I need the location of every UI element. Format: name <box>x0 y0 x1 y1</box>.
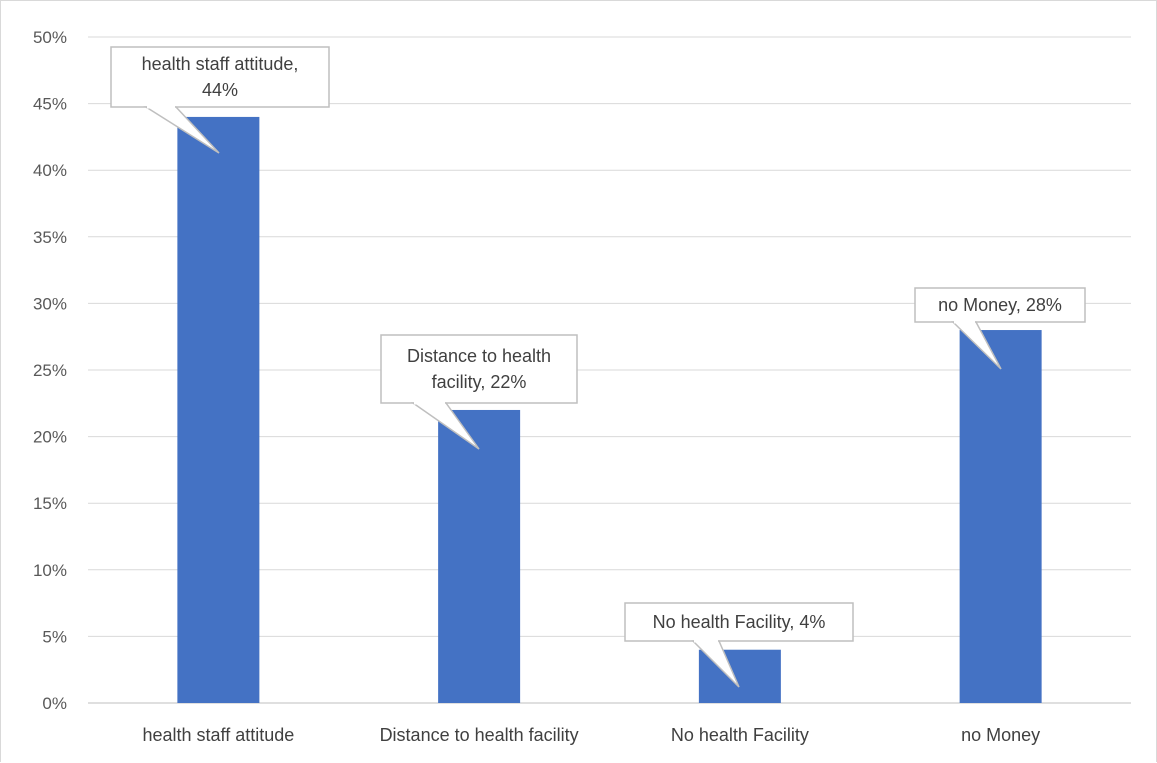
data-label-text: health staff attitude, <box>142 54 299 74</box>
y-tick-label: 40% <box>33 161 67 180</box>
y-axis: 0% 5% 10% 15% 20% 25% 30% 35% 40% 45% 50% <box>33 28 67 713</box>
data-label-text: Distance to health <box>407 346 551 366</box>
data-label-text: facility, 22% <box>432 372 527 392</box>
x-category-label: no Money <box>961 725 1040 745</box>
data-label-text: 44% <box>202 80 238 100</box>
data-label-callout: Distance to health facility, 22% <box>380 334 578 450</box>
x-axis: health staff attitude Distance to health … <box>142 725 1040 745</box>
x-category-label: Distance to health facility <box>380 725 579 745</box>
callout-box <box>914 287 1086 323</box>
y-tick-label: 30% <box>33 294 67 313</box>
y-tick-label: 35% <box>33 228 67 247</box>
data-label-callout: No health Facility, 4% <box>624 602 854 688</box>
y-tick-label: 20% <box>33 428 67 447</box>
data-labels: health staff attitude, 44% Distance to hea… <box>110 46 1086 688</box>
bar <box>959 330 1042 703</box>
y-tick-label: 0% <box>42 694 67 713</box>
y-tick-label: 5% <box>42 627 67 646</box>
data-label-callout: health staff attitude, 44% <box>110 46 330 154</box>
x-category-label: No health Facility <box>671 725 809 745</box>
y-tick-label: 25% <box>33 361 67 380</box>
data-label-text: No health Facility, 4% <box>653 612 826 632</box>
bars <box>177 116 1042 704</box>
gridlines <box>88 36 1131 704</box>
callout-box <box>110 46 330 108</box>
callout-box <box>380 334 578 404</box>
x-category-label: health staff attitude <box>142 725 294 745</box>
y-tick-label: 45% <box>33 95 67 114</box>
data-label-text: no Money, 28% <box>938 295 1062 315</box>
data-label-callout: no Money, 28% <box>914 287 1086 370</box>
y-tick-label: 10% <box>33 561 67 580</box>
y-tick-label: 15% <box>33 494 67 513</box>
y-tick-label: 50% <box>33 28 67 47</box>
bar <box>177 116 260 704</box>
callout-box <box>624 602 854 642</box>
bar <box>438 409 521 703</box>
